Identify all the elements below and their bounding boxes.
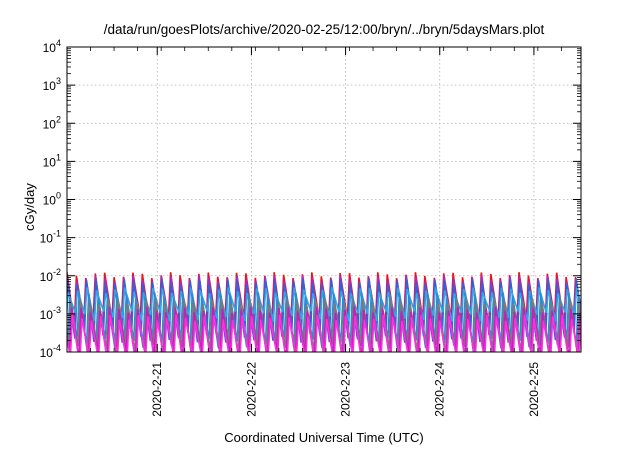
x-tick-label: 2020-2-24 <box>433 362 447 417</box>
y-tick-exponent: 3 <box>56 76 61 86</box>
x-tick-label: 2020-2-25 <box>527 362 541 417</box>
y-tick-exponent: 0 <box>56 191 61 201</box>
y-tick-exponent: 1 <box>56 152 61 162</box>
y-tick-label: 104 <box>43 38 61 55</box>
x-axis-label: Coordinated Universal Time (UTC) <box>224 430 423 445</box>
y-tick-label: 101 <box>43 152 61 169</box>
y-tick-label: 10-3 <box>40 305 61 322</box>
series-line <box>67 314 581 352</box>
chart-title: /data/run/goesPlots/archive/2020-02-25/1… <box>104 22 545 37</box>
y-tick-label: 10-2 <box>40 267 61 284</box>
y-tick-label: 10-4 <box>40 343 61 360</box>
y-tick-label: 103 <box>43 76 61 93</box>
x-tick-label: 2020-2-22 <box>244 362 258 417</box>
y-tick-label: 10-1 <box>40 229 61 246</box>
series-lines <box>67 272 581 352</box>
y-tick-label: 102 <box>43 114 61 131</box>
y-tick-exponent: 4 <box>56 38 61 48</box>
x-axis-ticks: 2020-2-21 2020-2-22 2020-2-23 2020-2-24 2020… <box>66 47 562 417</box>
y-tick-exponent: 2 <box>56 114 61 124</box>
y-axis-label: cGy/day <box>22 183 37 231</box>
y-tick-exponent: -1 <box>53 229 61 239</box>
y-tick-exponent: -3 <box>53 305 61 315</box>
y-tick-exponent: -4 <box>53 343 61 353</box>
y-tick-exponent: -2 <box>53 267 61 277</box>
y-tick-label: 100 <box>43 191 61 208</box>
x-tick-label: 2020-2-21 <box>150 362 164 417</box>
grid-lines <box>67 47 581 352</box>
x-tick-label: 2020-2-23 <box>339 362 353 417</box>
